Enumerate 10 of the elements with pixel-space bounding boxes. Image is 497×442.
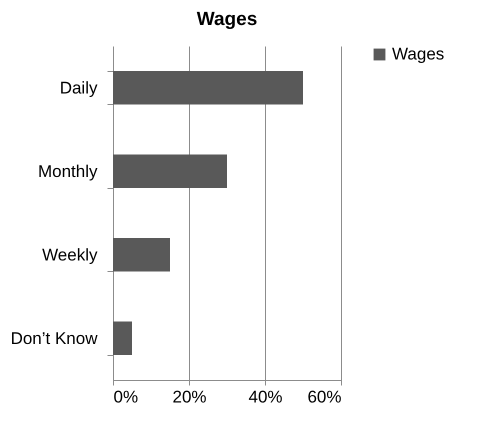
y-tick-label: Monthly xyxy=(38,162,98,181)
x-tick-label: 40% xyxy=(248,388,283,406)
chart-title: Wages xyxy=(196,9,258,30)
y-tick-label: Don’t Know xyxy=(10,328,98,348)
x-tick-label: 60% xyxy=(307,388,342,406)
x-tick-label: 20% xyxy=(172,388,207,406)
legend-label: Wages xyxy=(392,44,444,64)
y-tick-label: Daily xyxy=(60,78,98,98)
y-tick-label: Weekly xyxy=(42,245,98,264)
x-tick-label: 0% xyxy=(114,388,138,406)
